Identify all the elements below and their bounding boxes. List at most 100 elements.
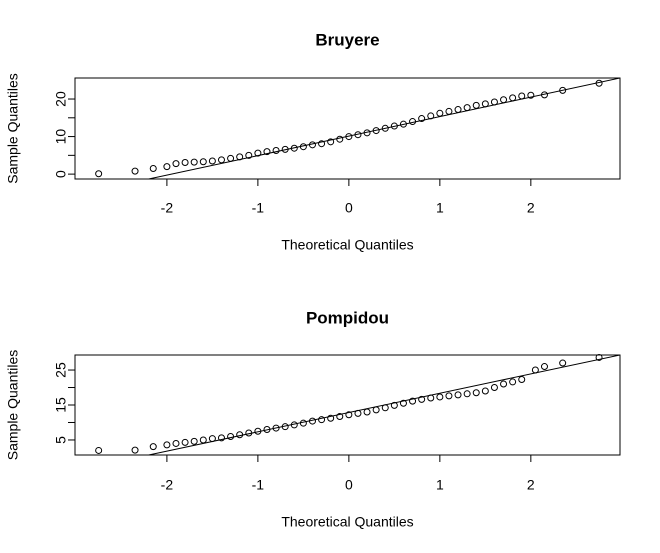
point xyxy=(181,158,189,166)
point xyxy=(318,416,326,424)
point xyxy=(363,129,371,137)
point xyxy=(427,394,435,402)
point xyxy=(272,424,280,432)
x-tick-label: -1 xyxy=(252,200,265,216)
point xyxy=(436,109,444,117)
point xyxy=(281,145,289,153)
y-tick-label: 0 xyxy=(53,170,69,178)
point xyxy=(149,164,157,172)
chart-title: Bruyere xyxy=(315,30,379,49)
point xyxy=(454,106,462,114)
point xyxy=(490,384,498,392)
y-tick-label: 15 xyxy=(53,397,69,413)
point xyxy=(245,429,253,437)
x-tick-label: -2 xyxy=(161,200,174,216)
point xyxy=(409,118,417,126)
point xyxy=(509,94,517,102)
point xyxy=(595,353,603,361)
point xyxy=(236,153,244,161)
point xyxy=(163,441,171,449)
y-tick-label: 5 xyxy=(53,436,69,444)
x-tick-label: 2 xyxy=(527,477,535,493)
point xyxy=(445,392,453,400)
point xyxy=(527,91,535,99)
point xyxy=(190,437,198,445)
point xyxy=(263,148,271,156)
point xyxy=(149,443,157,451)
x-axis-label: Theoretical Quantiles xyxy=(281,514,413,530)
point xyxy=(131,446,139,454)
point xyxy=(518,375,526,383)
point xyxy=(363,408,371,416)
point xyxy=(390,122,398,130)
point xyxy=(472,101,480,109)
point xyxy=(172,160,180,168)
point xyxy=(290,421,298,429)
y-axis-label: Sample Quantiles xyxy=(5,73,21,184)
x-tick-label: -2 xyxy=(161,477,174,493)
point xyxy=(454,391,462,399)
point xyxy=(272,146,280,154)
y-tick-label: 25 xyxy=(53,362,69,378)
point xyxy=(327,414,335,422)
y-axis-label: Sample Quantiles xyxy=(5,350,21,461)
point xyxy=(418,115,426,123)
point xyxy=(299,143,307,151)
y-tick-label: 20 xyxy=(53,91,69,107)
point xyxy=(436,393,444,401)
point xyxy=(95,170,103,178)
point xyxy=(208,157,216,165)
chart-title: Pompidou xyxy=(306,308,389,327)
point xyxy=(131,167,139,175)
point xyxy=(345,411,353,419)
reference-line xyxy=(148,78,620,179)
point xyxy=(254,427,262,435)
point xyxy=(345,133,353,141)
point xyxy=(531,366,539,374)
point xyxy=(445,107,453,115)
point xyxy=(254,149,262,157)
x-tick-label: 2 xyxy=(527,200,535,216)
point xyxy=(163,163,171,171)
point xyxy=(481,387,489,395)
point xyxy=(540,91,548,99)
x-tick-label: 0 xyxy=(345,477,353,493)
x-tick-label: 0 xyxy=(345,200,353,216)
point xyxy=(372,127,380,135)
point xyxy=(172,439,180,447)
point xyxy=(595,79,603,87)
point xyxy=(308,141,316,149)
point xyxy=(318,140,326,148)
point xyxy=(181,438,189,446)
point xyxy=(427,112,435,120)
point xyxy=(463,104,471,112)
point xyxy=(236,431,244,439)
point xyxy=(327,138,335,146)
point xyxy=(481,100,489,108)
point xyxy=(290,144,298,152)
point xyxy=(559,359,567,367)
point xyxy=(227,432,235,440)
point xyxy=(336,413,344,421)
x-tick-label: -1 xyxy=(252,477,265,493)
point xyxy=(390,401,398,409)
point xyxy=(336,135,344,143)
point xyxy=(509,378,517,386)
plot-box xyxy=(74,77,621,180)
point xyxy=(490,98,498,106)
point xyxy=(263,425,271,433)
point xyxy=(95,446,103,454)
point xyxy=(500,96,508,104)
point xyxy=(354,409,362,417)
x-tick-label: 1 xyxy=(436,200,444,216)
point xyxy=(199,436,207,444)
x-axis-label: Theoretical Quantiles xyxy=(281,237,413,253)
point xyxy=(409,397,417,405)
point xyxy=(208,435,216,443)
point xyxy=(217,434,225,442)
point xyxy=(227,154,235,162)
point xyxy=(308,417,316,425)
point xyxy=(354,131,362,139)
point xyxy=(472,389,480,397)
